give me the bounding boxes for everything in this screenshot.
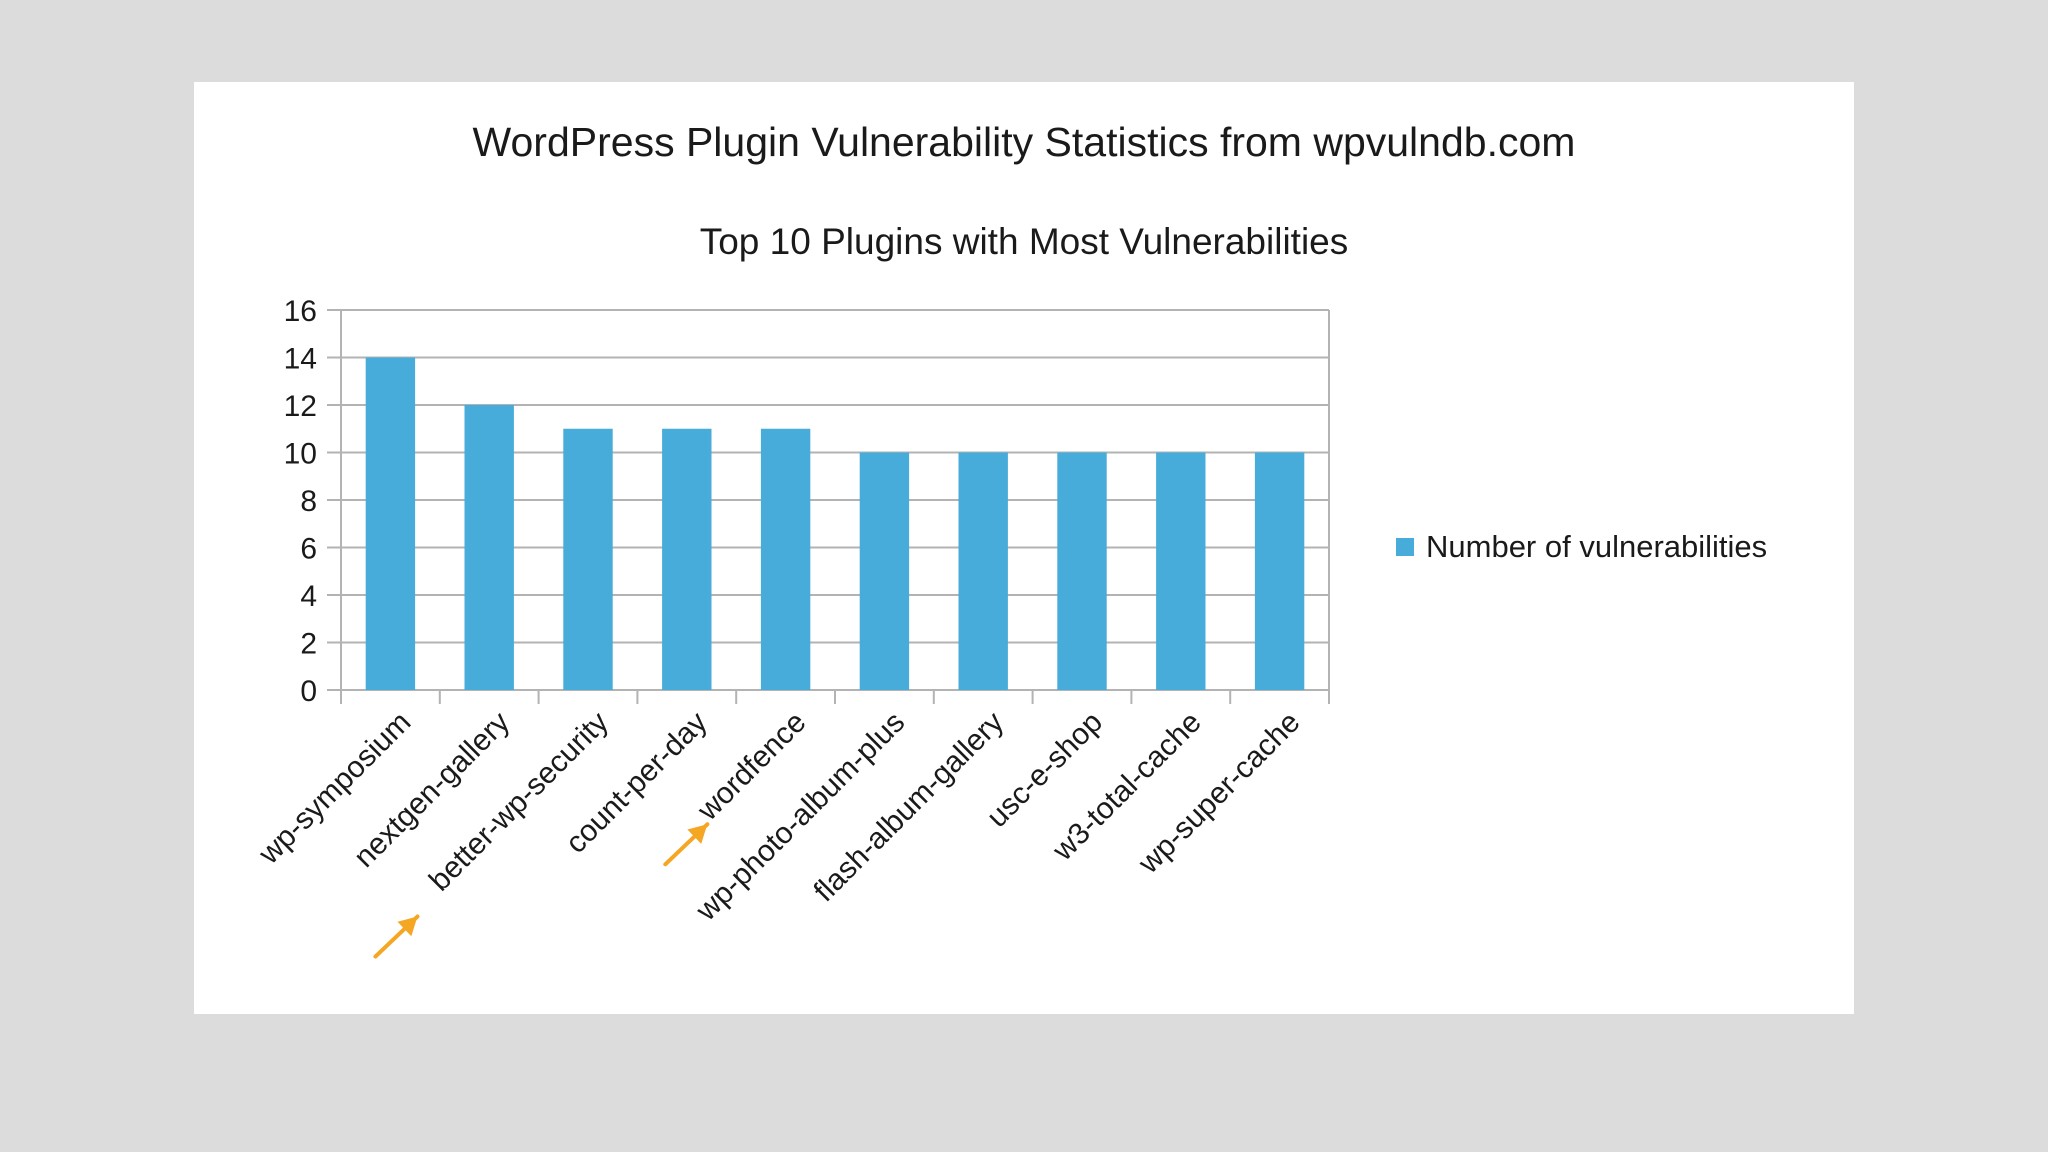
bar (1156, 452, 1206, 690)
bar (958, 452, 1008, 690)
x-tick-label: better-wp-security (423, 706, 615, 898)
legend: Number of vulnerabilities (1396, 529, 1767, 564)
annotation-arrow-head (687, 824, 708, 844)
y-tick-label: 10 (284, 438, 317, 471)
legend-swatch (1396, 538, 1414, 556)
annotation-arrow-head (397, 916, 418, 937)
bar (563, 428, 613, 690)
y-tick-label: 16 (284, 295, 317, 328)
legend-label: Number of vulnerabilities (1426, 529, 1767, 564)
chart-title: WordPress Plugin Vulnerability Statistic… (473, 119, 1576, 165)
bar (662, 428, 712, 690)
y-tick-label: 4 (300, 580, 317, 613)
chart-card: WordPress Plugin Vulnerability Statistic… (194, 82, 1854, 1014)
y-tick-label: 0 (300, 675, 317, 708)
y-tick-labels: 0 2 4 6 8 10 12 14 16 (284, 295, 317, 708)
annotations (373, 822, 710, 959)
bar (464, 405, 514, 690)
bars (365, 357, 1305, 690)
y-tick-label: 6 (300, 533, 317, 566)
y-tick-label: 14 (284, 343, 317, 376)
x-tick-label: flash-album-gallery (808, 706, 1011, 909)
bar-chart: WordPress Plugin Vulnerability Statistic… (252, 119, 1767, 959)
bar (859, 452, 910, 690)
axes (327, 309, 1330, 704)
bar (365, 357, 416, 690)
bar (1057, 452, 1107, 690)
bar (1254, 452, 1305, 690)
y-tick-label: 2 (300, 628, 317, 661)
chart-subtitle: Top 10 Plugins with Most Vulnerabilities (700, 221, 1349, 262)
y-tick-label: 12 (284, 390, 317, 423)
x-tick-labels: wp-symposiumnextgen-gallerybetter-wp-sec… (252, 706, 1307, 928)
y-tick-label: 8 (300, 485, 317, 518)
bar (760, 428, 811, 690)
